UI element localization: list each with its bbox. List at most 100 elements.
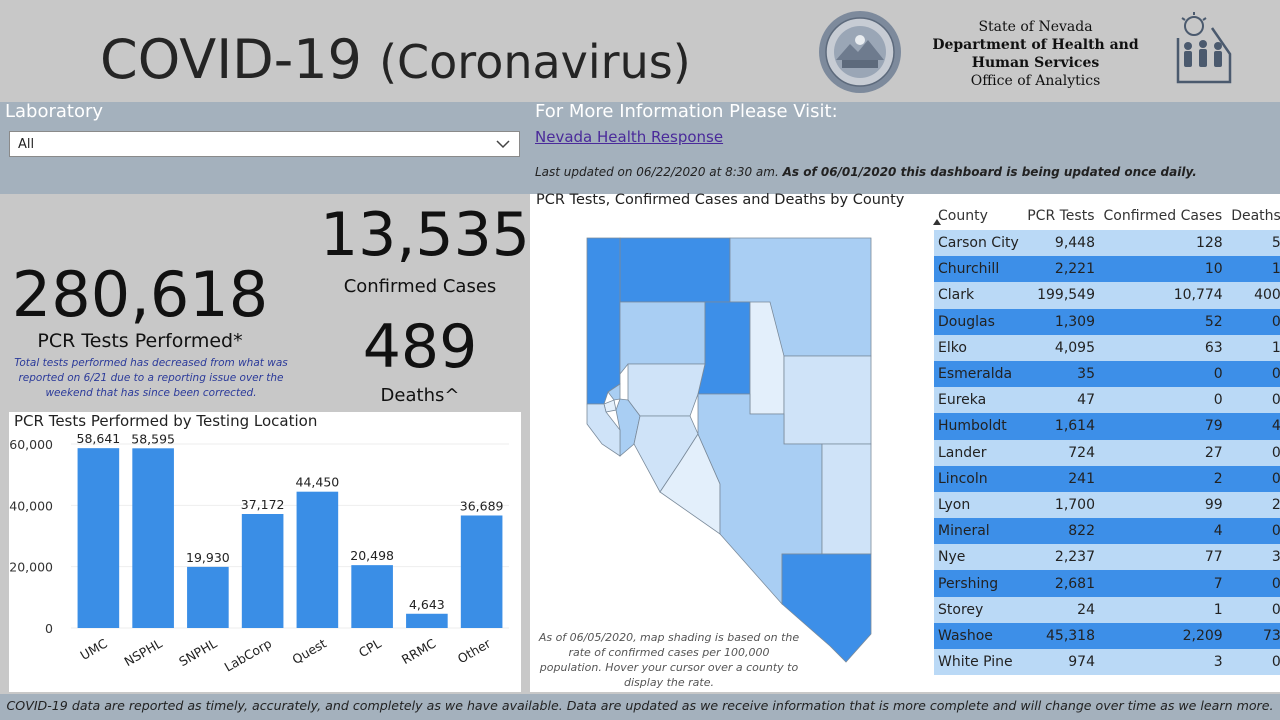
bar-rrmc[interactable] (406, 613, 448, 628)
title-paren: (Coronavirus) (379, 35, 691, 89)
laboratory-selected-value: All (18, 137, 35, 152)
confirmed-cases-cell: 27 (1099, 439, 1227, 466)
county-cell: Carson City (934, 230, 1023, 257)
x-tick-label: RRMC (399, 635, 439, 667)
table-row[interactable]: Eureka 47 0 0 (934, 387, 1280, 414)
confirmed-cases-cell: 0 (1099, 387, 1227, 414)
bar-cpl[interactable] (351, 565, 393, 628)
column-header-county[interactable]: County (938, 208, 988, 224)
deaths-value: 489 (362, 312, 478, 382)
pcr-tests-value: 280,618 (11, 258, 269, 331)
county-cell: Eureka (934, 387, 1023, 414)
county-douglas[interactable] (586, 403, 621, 457)
deaths-cell: 0 (1226, 596, 1280, 623)
deaths-cell: 0 (1226, 387, 1280, 414)
column-header-deaths[interactable]: Deaths (1226, 202, 1280, 230)
nevada-health-response-link[interactable]: Nevada Health Response (535, 128, 724, 146)
table-row[interactable]: Elko 4,095 63 1 (934, 334, 1280, 361)
bar-quest[interactable] (296, 491, 339, 628)
agency-line-dept: Department of Health and (932, 37, 1139, 53)
table-row[interactable]: Carson City 9,448 128 5 (934, 230, 1280, 257)
table-row[interactable]: Douglas 1,309 52 0 (934, 308, 1280, 335)
county-pershing[interactable] (619, 301, 706, 376)
county-white-pine[interactable] (783, 355, 872, 445)
table-row[interactable]: Lyon 1,700 99 2 (934, 491, 1280, 519)
column-header-pcr-tests[interactable]: PCR Tests (1022, 202, 1099, 230)
dashboard-header: COVID-19 (Coronavirus) State of Nevada D… (0, 0, 1280, 102)
table-row[interactable]: Churchill 2,221 10 1 (934, 256, 1280, 283)
table-row[interactable]: Washoe 45,318 2,209 73 (934, 622, 1280, 649)
bar-value-label: 37,172 (241, 497, 285, 512)
y-tick-label: 20,000 (9, 560, 53, 575)
table-row[interactable]: White Pine 974 3 0 (934, 649, 1280, 676)
county-cell: White Pine (934, 649, 1023, 676)
confirmed-cases-cell: 63 (1099, 334, 1227, 361)
table-row[interactable]: Clark 199,549 10,774 400 (934, 282, 1280, 309)
table-row[interactable]: Pershing 2,681 7 0 (934, 570, 1280, 597)
deaths-cell: 3 (1226, 544, 1280, 571)
pcr-tests-cell: 1,309 (1022, 308, 1099, 335)
table-header-row: County PCR Tests Confirmed Cases Deaths (934, 202, 1280, 230)
table-row[interactable]: Lincoln 241 2 0 (934, 465, 1280, 492)
county-cell: Lincoln (934, 465, 1023, 492)
confirmed-cases-cell: 4 (1099, 518, 1227, 545)
deaths-label: Deaths^ (380, 385, 460, 406)
sort-ascending-icon[interactable] (932, 218, 942, 226)
x-tick-label: CPL (356, 636, 384, 661)
county-washoe[interactable] (586, 237, 621, 405)
county-cell: Humboldt (934, 413, 1023, 440)
update-frequency-note: As of 06/01/2020 this dashboard is being… (782, 165, 1197, 179)
agency-line-office: Office of Analytics (970, 73, 1101, 89)
county-cell: Lyon (934, 491, 1023, 519)
pcr-tests-label: PCR Tests Performed* (37, 330, 243, 352)
deaths-cell: 4 (1226, 413, 1280, 440)
laboratory-dropdown[interactable]: All (9, 131, 520, 157)
chart-title: PCR Tests Performed by Testing Location (14, 412, 318, 430)
deaths-cell: 1 (1226, 256, 1280, 283)
bar-labcorp[interactable] (241, 514, 284, 628)
bar-value-label: 4,643 (409, 597, 445, 612)
deaths-cell: 0 (1226, 308, 1280, 335)
confirmed-cases-cell: 2,209 (1099, 622, 1227, 649)
bar-snphl[interactable] (187, 566, 229, 628)
pcr-tests-cell: 47 (1022, 387, 1099, 414)
x-tick-label: Quest (289, 636, 329, 667)
pcr-tests-cell: 822 (1022, 518, 1099, 545)
table-row[interactable]: Humboldt 1,614 79 4 (934, 413, 1280, 440)
confirmed-cases-cell: 52 (1099, 308, 1227, 335)
pcr-tests-cell: 241 (1022, 465, 1099, 492)
bar-umc[interactable] (77, 448, 120, 628)
bar-nsphl[interactable] (132, 448, 174, 628)
y-tick-label: 60,000 (9, 437, 53, 452)
table-row[interactable]: Esmeralda 35 0 0 (934, 360, 1280, 388)
county-humboldt[interactable] (619, 237, 731, 303)
pcr-tests-cell: 2,221 (1022, 256, 1099, 283)
county-cell: Pershing (934, 570, 1023, 597)
deaths-cell: 0 (1226, 649, 1280, 676)
x-tick-label: LabCorp (222, 636, 275, 675)
bar-chart-svg: 0 20,000 40,000 60,000 58,641 UMC 58,595 NSPHL 1… (9, 431, 509, 675)
bar-value-label: 58,641 (77, 431, 121, 446)
page-title: COVID-19 (Coronavirus) (100, 28, 691, 91)
confirmed-cases-cell: 7 (1099, 570, 1227, 597)
pcr-tests-cell: 974 (1022, 649, 1099, 676)
county-lincoln[interactable] (821, 443, 872, 555)
bar-other[interactable] (460, 515, 503, 628)
column-header-confirmed-cases[interactable]: Confirmed Cases (1098, 202, 1227, 230)
county-lander[interactable] (697, 301, 751, 395)
table-row[interactable]: Lander 724 27 0 (934, 439, 1280, 466)
last-updated-text: Last updated on 06/22/2020 at 8:30 am. A… (535, 165, 1197, 179)
more-info-heading: For More Information Please Visit: (535, 101, 838, 122)
x-tick-label: UMC (78, 635, 111, 662)
county-cell: Churchill (934, 256, 1023, 283)
confirmed-cases-value: 13,535 (320, 200, 530, 270)
table-row[interactable]: Nye 2,237 77 3 (934, 544, 1280, 571)
confirmed-cases-cell: 99 (1099, 491, 1227, 519)
bar-value-label: 44,450 (296, 475, 340, 490)
county-clark[interactable] (781, 553, 872, 663)
county-churchill[interactable] (627, 363, 706, 417)
confirmed-cases-cell: 128 (1099, 230, 1227, 257)
table-row[interactable]: Mineral 822 4 0 (934, 518, 1280, 545)
table-row[interactable]: Storey 24 1 0 (934, 596, 1280, 623)
bar-value-label: 58,595 (131, 431, 175, 446)
